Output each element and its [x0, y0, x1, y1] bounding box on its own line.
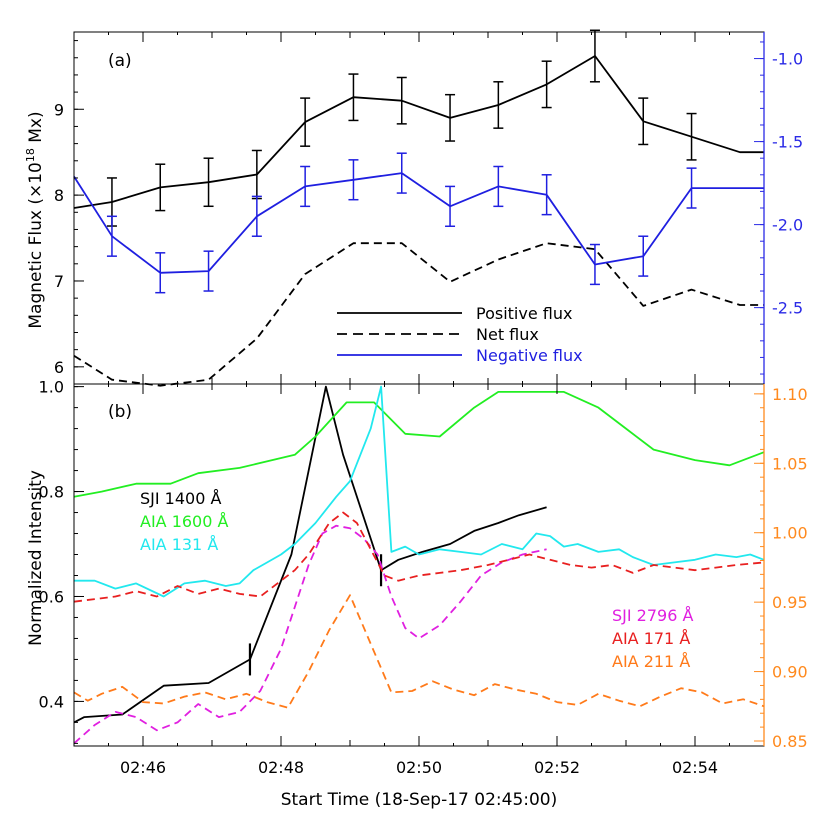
left-y-tick-label: 9: [54, 100, 64, 119]
error-bar: [589, 243, 600, 286]
panel-a-series-0-line: [73, 55, 764, 209]
panel-b-legend-left: SJI 1400 Å AIA 1600 Å AIA 131 Å: [140, 489, 229, 554]
error-bar: [445, 185, 456, 228]
error-bar: [348, 73, 359, 122]
right-y-tick-label: 1.00: [772, 524, 808, 543]
error-bar: [686, 167, 697, 209]
error-bar: [155, 163, 166, 212]
left-y-tick-label: 6: [54, 358, 64, 377]
panel-b-series-0-line: [73, 385, 547, 724]
right-y-tick-label: -1.5: [772, 133, 803, 152]
right-y-tick-label: 1.05: [772, 454, 808, 473]
error-bar: [203, 250, 214, 292]
panel-a-frame: [73, 31, 765, 385]
panel-b-label: (b): [108, 402, 132, 422]
left-y-tick-label: 1.0: [39, 378, 64, 397]
error-bar: [589, 29, 600, 83]
legend-aia-171: AIA 171 Å: [612, 629, 690, 648]
error-bar: [638, 97, 649, 146]
error-bar: [300, 97, 311, 147]
legend-negative-flux: Negative flux: [476, 346, 583, 365]
legend-sji-2796: SJI 2796 Å: [612, 606, 693, 625]
left-y-tick-label: 8: [54, 186, 64, 205]
x-tick-label: 02:54: [672, 758, 718, 777]
x-tick-label: 02:52: [534, 758, 580, 777]
error-bar: [445, 93, 456, 142]
left-y-tick-label: 0.4: [39, 692, 64, 711]
left-y-tick-label: 7: [54, 272, 64, 291]
panel-b-series-5-line: [73, 594, 765, 709]
panel-a-label: (a): [108, 51, 132, 71]
error-bar: [251, 195, 262, 237]
legend-positive-flux: Positive flux: [476, 304, 572, 323]
error-bar: [203, 157, 214, 208]
legend-aia-211: AIA 211 Å: [612, 652, 690, 671]
right-y-tick-label: 1.10: [772, 385, 808, 404]
error-bar: [106, 215, 117, 257]
x-axis-label: Start Time (18-Sep-17 02:45:00): [281, 790, 558, 810]
right-y-tick-label: -1.0: [772, 50, 803, 69]
error-bar: [155, 252, 166, 294]
panel-b-series-2-line: [74, 385, 765, 598]
error-bar: [493, 81, 504, 129]
right-y-tick-label: 0.85: [772, 732, 808, 751]
error-bar: [396, 152, 407, 194]
error-bar: [638, 235, 649, 277]
panel-b-series-4-line: [73, 511, 765, 603]
right-y-tick-label: -2.0: [772, 216, 803, 235]
x-tick-label: 02:48: [258, 758, 304, 777]
x-tick-label: 02:50: [396, 758, 442, 777]
error-bar: [348, 159, 359, 201]
panel-b-legend-right: SJI 2796 Å AIA 171 Å AIA 211 Å: [612, 606, 693, 671]
error-bar: [300, 165, 311, 208]
error-bar: [541, 174, 552, 216]
error-bar: [493, 165, 504, 208]
panel-a-ylabel: Magnetic Flux (×1018 Mx): [24, 111, 46, 328]
right-y-tick-label: 0.95: [772, 593, 808, 612]
panel-b-ylabel: Normalized Intensity: [26, 470, 46, 646]
right-y-tick-label: -2.5: [772, 299, 803, 318]
error-bar: [396, 76, 407, 125]
legend-net-flux: Net flux: [476, 325, 539, 344]
left-y-tick-label: 0.6: [39, 587, 64, 606]
panel-a-legend: Positive flux Net flux Negative flux: [337, 304, 583, 365]
panel-b-series-3-line: [73, 524, 547, 745]
left-y-tick-label: 0.8: [39, 483, 64, 502]
panel-b-series-1-line: [73, 390, 765, 498]
panel-a-traces: [73, 29, 764, 387]
legend-aia-131: AIA 131 Å: [140, 535, 218, 554]
right-y-tick-label: 0.90: [772, 663, 808, 682]
legend-aia-1600: AIA 1600 Å: [140, 512, 229, 531]
error-bar: [541, 60, 552, 109]
panel-a-series-2-line: [73, 172, 764, 274]
x-tick-label: 02:46: [120, 758, 166, 777]
axes: 6 7 8 9 -1.0 -1.5 -2.0 -2.5 02:46 02:48 02:50 02:52…: [39, 31, 808, 777]
panel-b-traces: [73, 385, 765, 745]
panel-a-series-1-line: [73, 242, 764, 387]
legend-sji-1400: SJI 1400 Å: [140, 489, 221, 508]
error-bar: [686, 112, 697, 161]
